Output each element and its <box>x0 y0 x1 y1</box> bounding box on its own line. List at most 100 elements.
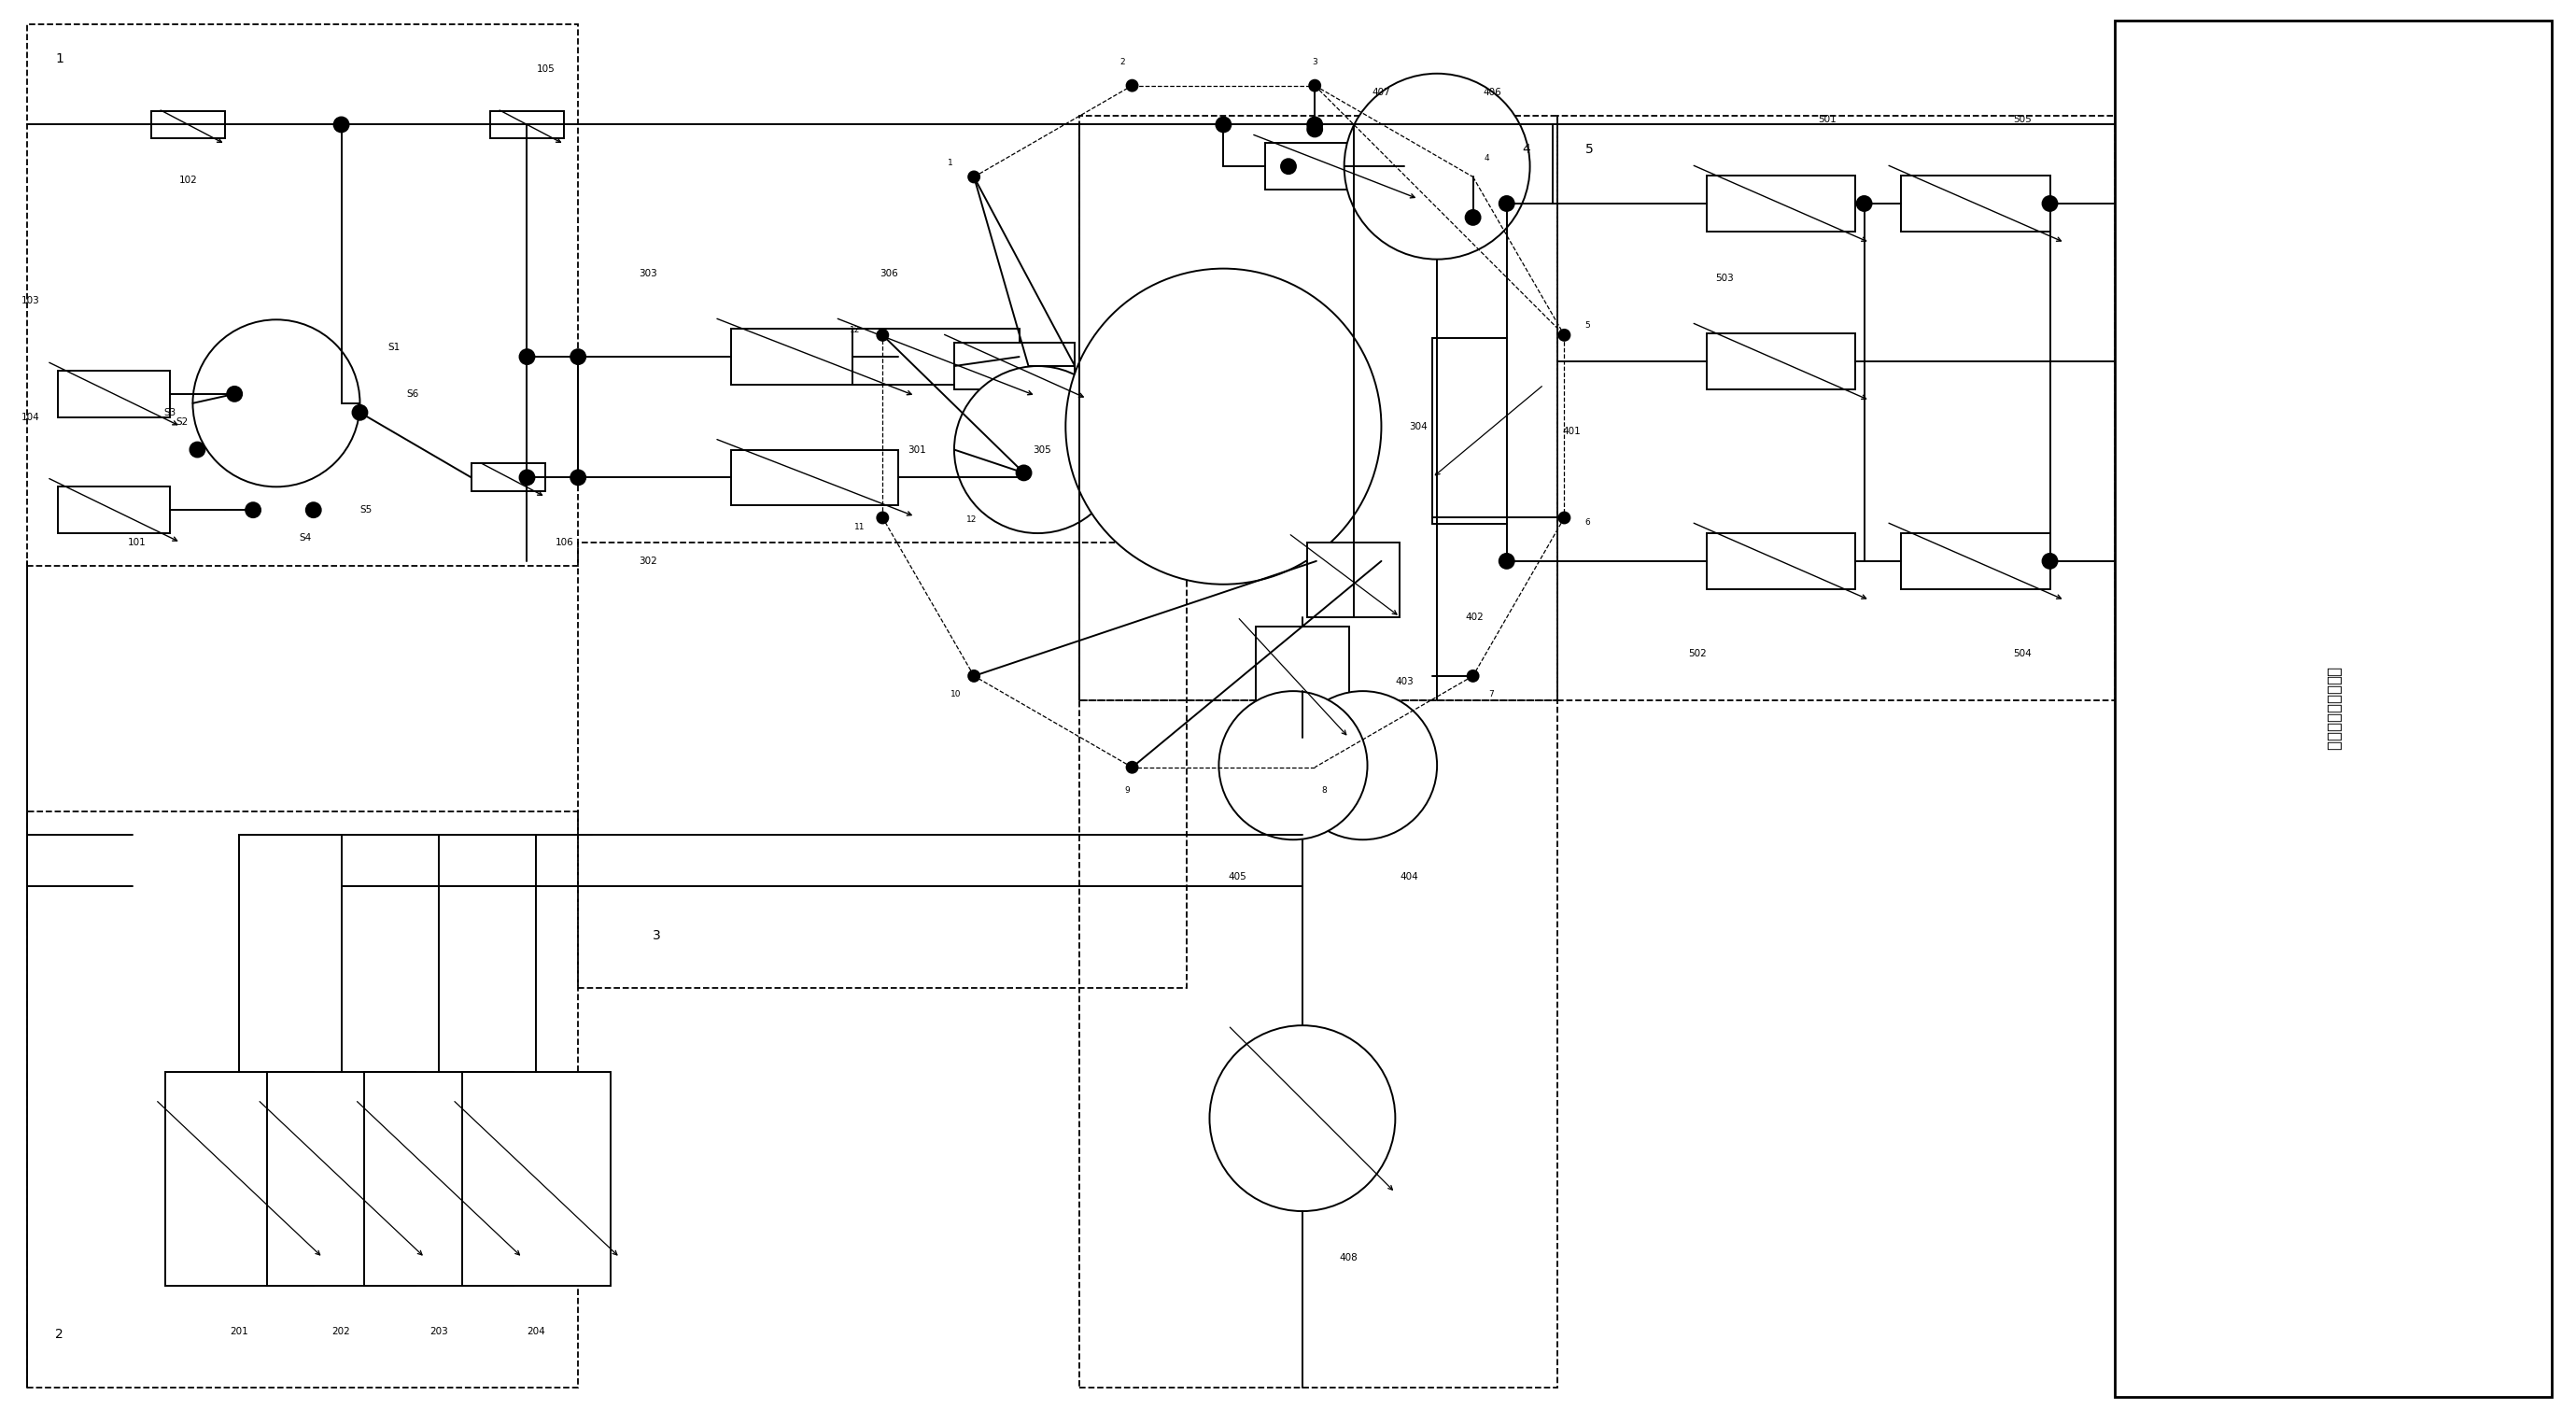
Circle shape <box>1558 329 1569 340</box>
Circle shape <box>1018 466 1030 480</box>
Bar <box>268 1072 415 1286</box>
Text: 数据采集、处理装置: 数据采集、处理装置 <box>2324 666 2342 750</box>
Circle shape <box>1218 691 1368 840</box>
Bar <box>1306 543 1399 617</box>
Circle shape <box>1211 1025 1396 1212</box>
Text: 503: 503 <box>1716 273 1734 282</box>
Circle shape <box>2043 197 2058 211</box>
Text: 403: 403 <box>1396 678 1414 686</box>
Circle shape <box>1345 74 1530 259</box>
Circle shape <box>572 349 585 365</box>
Text: 203: 203 <box>430 1327 448 1337</box>
Text: 5: 5 <box>1587 144 1595 157</box>
Bar <box>165 1072 314 1286</box>
Text: 408: 408 <box>1340 1253 1358 1262</box>
Bar <box>461 1072 611 1286</box>
Text: S4: S4 <box>299 533 312 543</box>
Bar <box>2115 20 2550 1397</box>
Text: 9: 9 <box>1126 786 1131 795</box>
Circle shape <box>1288 691 1437 840</box>
Circle shape <box>191 443 206 457</box>
Text: 1: 1 <box>948 158 953 167</box>
Bar <box>1265 144 1404 189</box>
Circle shape <box>227 386 242 402</box>
Text: 304: 304 <box>1409 422 1427 431</box>
Text: 405: 405 <box>1229 871 1247 881</box>
Circle shape <box>307 503 322 517</box>
Bar <box>1901 175 2050 232</box>
Text: 3: 3 <box>652 928 659 941</box>
Bar <box>1432 339 1507 524</box>
Circle shape <box>520 349 533 365</box>
Bar <box>28 24 577 565</box>
Circle shape <box>1468 171 1479 182</box>
Circle shape <box>1126 762 1139 773</box>
Circle shape <box>1126 80 1139 91</box>
Bar <box>1901 533 2050 590</box>
Circle shape <box>1309 80 1321 91</box>
Text: S1: S1 <box>389 343 399 352</box>
Text: 401: 401 <box>1564 426 1582 436</box>
Text: 2: 2 <box>1121 58 1126 67</box>
Text: 402: 402 <box>1466 612 1484 621</box>
Circle shape <box>1499 554 1515 568</box>
Text: 6: 6 <box>1584 518 1589 527</box>
Circle shape <box>1309 122 1321 137</box>
Circle shape <box>193 319 361 487</box>
Bar <box>1705 333 1855 389</box>
Text: 11: 11 <box>855 523 866 531</box>
Circle shape <box>1558 513 1569 524</box>
Circle shape <box>1468 671 1479 682</box>
Text: 12: 12 <box>850 326 860 335</box>
Circle shape <box>876 513 889 524</box>
Text: 303: 303 <box>639 269 657 278</box>
Text: 2: 2 <box>54 1329 64 1341</box>
Text: 8: 8 <box>1321 786 1327 795</box>
Bar <box>489 111 564 138</box>
Circle shape <box>1466 211 1481 225</box>
Bar <box>1558 115 2115 701</box>
Text: 106: 106 <box>554 538 574 547</box>
Circle shape <box>1216 117 1231 132</box>
Circle shape <box>1066 269 1381 584</box>
Circle shape <box>969 671 979 682</box>
Bar <box>59 370 170 417</box>
Circle shape <box>876 329 889 340</box>
Text: S3: S3 <box>162 407 175 417</box>
Bar <box>1079 701 1558 1387</box>
Text: S2: S2 <box>175 417 188 426</box>
Text: 306: 306 <box>881 269 899 278</box>
Text: 504: 504 <box>2012 649 2032 659</box>
Bar <box>1705 533 1855 590</box>
Bar <box>953 343 1074 389</box>
Circle shape <box>335 359 348 373</box>
Text: 10: 10 <box>951 691 961 699</box>
Circle shape <box>1857 197 1873 211</box>
Bar <box>853 329 1020 384</box>
Text: 407: 407 <box>1373 87 1391 97</box>
Text: 101: 101 <box>129 538 147 547</box>
Bar <box>577 543 1188 988</box>
Text: 406: 406 <box>1484 87 1502 97</box>
Text: 404: 404 <box>1399 871 1419 881</box>
Circle shape <box>2043 554 2058 568</box>
Text: S6: S6 <box>407 389 420 399</box>
Bar <box>28 812 577 1387</box>
Circle shape <box>1309 117 1321 132</box>
Text: 5: 5 <box>1584 322 1589 330</box>
Text: 202: 202 <box>332 1327 350 1337</box>
Circle shape <box>572 470 585 486</box>
Text: 502: 502 <box>1687 649 1705 659</box>
Text: 3: 3 <box>1311 58 1316 67</box>
Bar <box>1079 115 1558 701</box>
Text: 4: 4 <box>1484 154 1489 162</box>
Circle shape <box>1280 159 1296 174</box>
Text: 1: 1 <box>54 53 64 66</box>
Circle shape <box>353 404 368 420</box>
Text: 301: 301 <box>907 444 927 454</box>
Bar <box>59 487 170 533</box>
Text: 103: 103 <box>21 296 39 306</box>
Circle shape <box>1309 762 1321 773</box>
Circle shape <box>335 117 348 132</box>
Bar <box>1257 627 1350 738</box>
